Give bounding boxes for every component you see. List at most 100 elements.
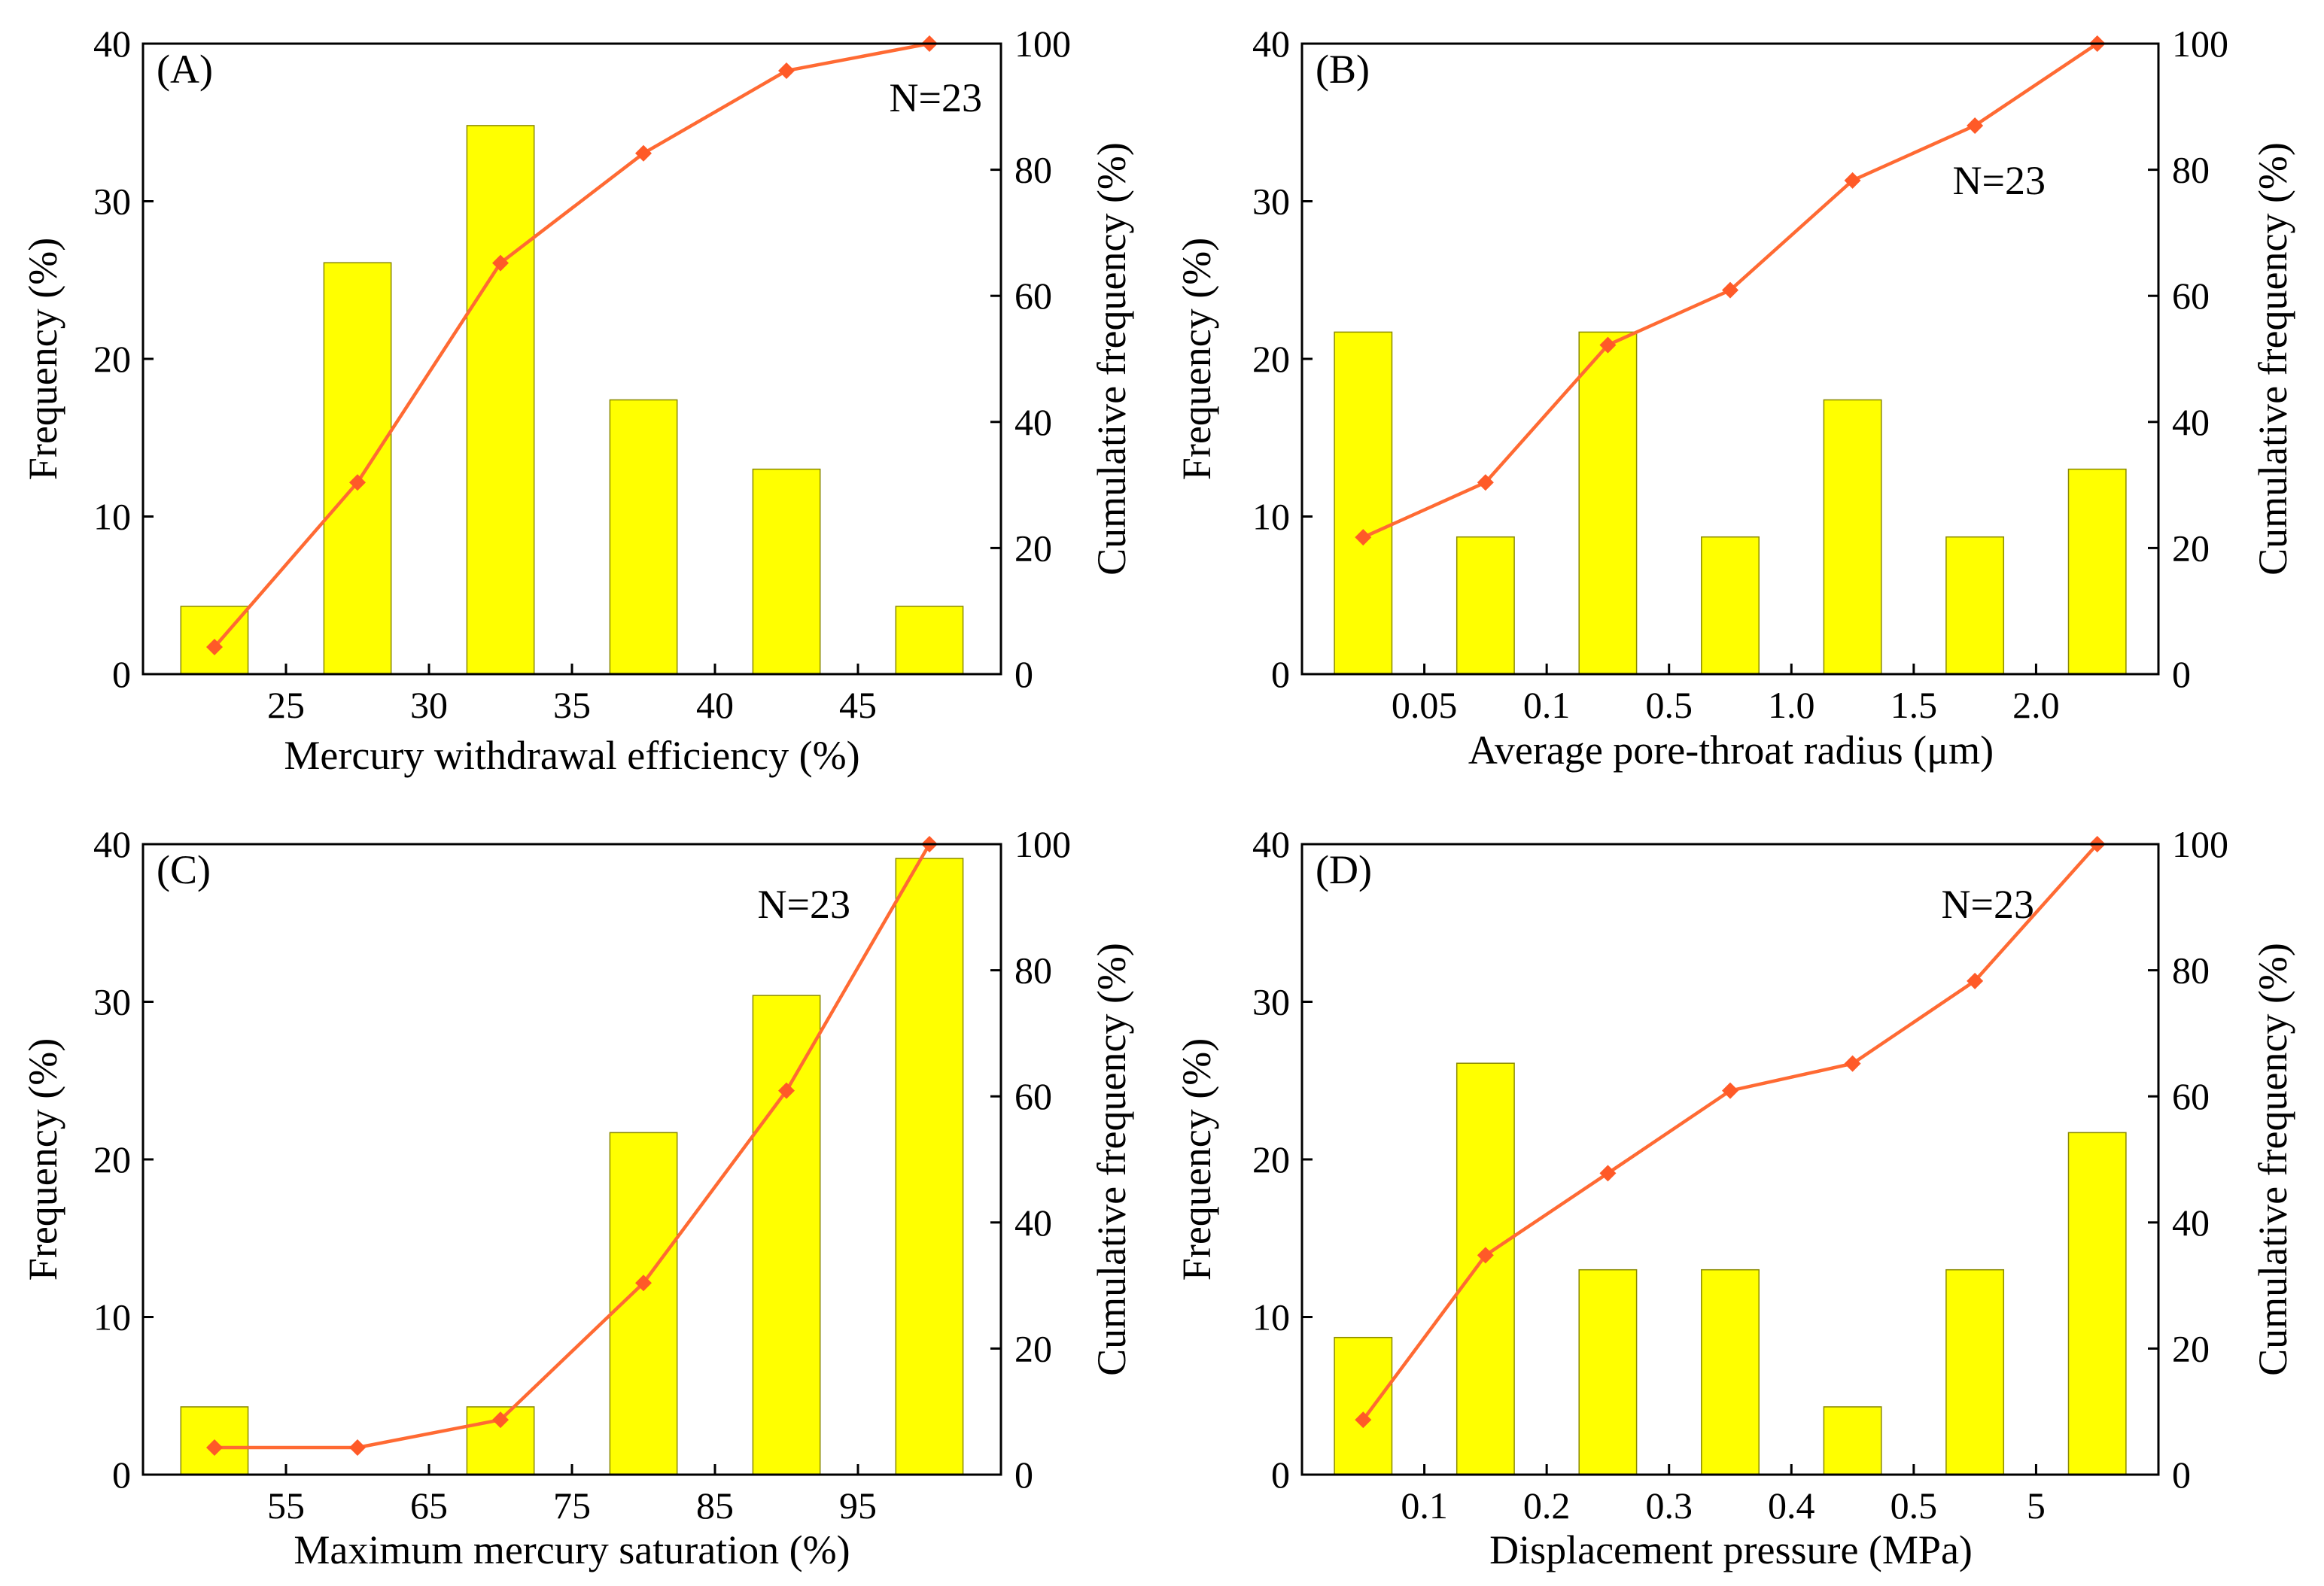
y-tick-label: 30 [1252,981,1290,1023]
x-tick-label: 30 [410,684,448,726]
frequency-bar [1701,1268,1760,1475]
x-axis-label: Mercury withdrawal efficiency (%) [284,733,859,778]
y-tick-label: 10 [1252,1296,1290,1338]
cumulative-marker [349,1439,366,1456]
y-tick-label: 0 [112,1454,131,1496]
frequency-bar [1456,1062,1515,1475]
panel-label: (C) [157,847,211,892]
x-tick-label: 45 [839,684,877,726]
cumulative-marker [206,1439,223,1456]
panel-label: (B) [1316,47,1370,92]
y2-tick-label: 0 [1014,653,1033,695]
y-tick-label: 10 [93,1296,131,1338]
frequency-bar [323,262,392,675]
x-tick-label: 0.5 [1891,1484,1938,1527]
frequency-bar [752,995,821,1475]
y-axis-label: Frequency (%) [1174,1038,1219,1281]
y-tick-label: 40 [93,23,131,65]
y2-tick-label: 100 [2172,23,2228,65]
y-tick-label: 0 [1271,1454,1290,1496]
y-tick-label: 0 [112,653,131,695]
frequency-bar [1578,331,1638,675]
y2-tick-label: 40 [1014,1202,1052,1244]
y2-tick-label: 20 [1014,527,1052,569]
frequency-bar [1701,536,1760,675]
y2-axis-label: Cumulative frequency (%) [1089,943,1134,1376]
cumulative-marker [1599,1165,1617,1182]
x-tick-label: 5 [2027,1484,2046,1527]
sample-count-label: N=23 [1942,882,2034,927]
cumulative-marker [1722,281,1738,299]
x-tick-label: 95 [839,1484,877,1527]
y-tick-label: 30 [1252,181,1290,223]
x-tick-label: 0.1 [1401,1484,1448,1527]
y-axis-label: Frequency (%) [1174,238,1219,480]
y-tick-label: 20 [93,1138,131,1180]
x-axis-label: Average pore-throat radius (μm) [1468,728,1994,773]
panel-label: (D) [1316,847,1372,892]
y-axis-label: Frequency (%) [20,238,65,480]
y2-tick-label: 80 [2172,949,2210,992]
x-tick-label: 0.3 [1645,1484,1693,1527]
y2-tick-label: 40 [1014,401,1052,443]
x-tick-label: 85 [696,1484,734,1527]
y2-tick-label: 40 [2172,401,2210,443]
y2-tick-label: 40 [2172,1202,2210,1244]
frequency-bar [752,468,821,675]
frequency-bar [1334,1336,1393,1475]
x-tick-label: 55 [267,1484,305,1527]
frequency-bar [895,606,964,675]
y2-axis-label: Cumulative frequency (%) [1089,142,1134,576]
plot-frame [141,843,1002,1476]
x-tick-label: 35 [553,684,591,726]
sample-count-label: N=23 [758,882,850,927]
x-tick-label: 25 [267,684,305,726]
cumulative-marker [1844,1055,1861,1072]
y-tick-label: 30 [93,181,131,223]
x-axis-label: Maximum mercury saturation (%) [294,1527,850,1572]
y2-tick-label: 80 [1014,149,1052,191]
y2-tick-label: 0 [1014,1454,1033,1496]
cumulative-marker [778,1082,795,1099]
y2-tick-label: 60 [1014,1075,1052,1117]
cumulative-marker [1355,529,1372,546]
frequency-bar [895,858,964,1475]
x-tick-label: 0.5 [1645,684,1693,726]
sample-count-label: N=23 [890,75,982,120]
y-tick-label: 0 [1271,653,1290,695]
y2-tick-label: 60 [2172,275,2210,317]
frequency-bar [1945,536,2005,675]
y2-axis-label: Cumulative frequency (%) [2250,142,2295,576]
cumulative-marker [1967,117,1984,134]
y2-tick-label: 20 [2172,1327,2210,1369]
x-tick-label: 65 [410,1484,448,1527]
y-tick-label: 20 [1252,1138,1290,1180]
cumulative-marker [778,62,795,80]
chart-panel-d: 0 10 20 30 40 0 20 40 60 80 100 0.1 0.2 0.3 0.4 0.5 5 Dis… [1174,823,2295,1572]
x-tick-label: 2.0 [2012,684,2060,726]
panel-label: (A) [157,47,213,92]
y2-tick-label: 60 [2172,1075,2210,1117]
cumulative-frequency-line [213,41,930,649]
x-tick-label: 1.5 [1891,684,1938,726]
frequency-bar [180,1406,249,1475]
frequency-bar [2067,1132,2127,1475]
chart-panel-b: 0 10 20 30 40 0 20 40 60 80 100 0.05 0.1 0.5 1.0 1.5 2.0… [1174,23,2295,773]
y-tick-label: 20 [93,338,131,380]
x-tick-label: 0.05 [1392,684,1458,726]
y2-tick-label: 0 [2172,1454,2191,1496]
frequency-bar [466,125,535,675]
cumulative-marker [206,638,223,655]
y-axis-label: Frequency (%) [20,1038,65,1281]
sample-count-label: N=23 [1953,158,2046,203]
frequency-bar [609,399,678,675]
cumulative-marker [1967,972,1984,989]
cumulative-marker [1722,1082,1738,1099]
y2-tick-label: 100 [1014,23,1071,65]
y2-tick-label: 100 [1014,823,1071,865]
y2-tick-label: 80 [2172,149,2210,191]
chart-panel-a: 0 10 20 30 40 0 20 40 60 80 100 25 30 35 40 45 Mercury w… [20,23,1134,778]
x-tick-label: 40 [696,684,734,726]
y-tick-label: 40 [1252,823,1290,865]
